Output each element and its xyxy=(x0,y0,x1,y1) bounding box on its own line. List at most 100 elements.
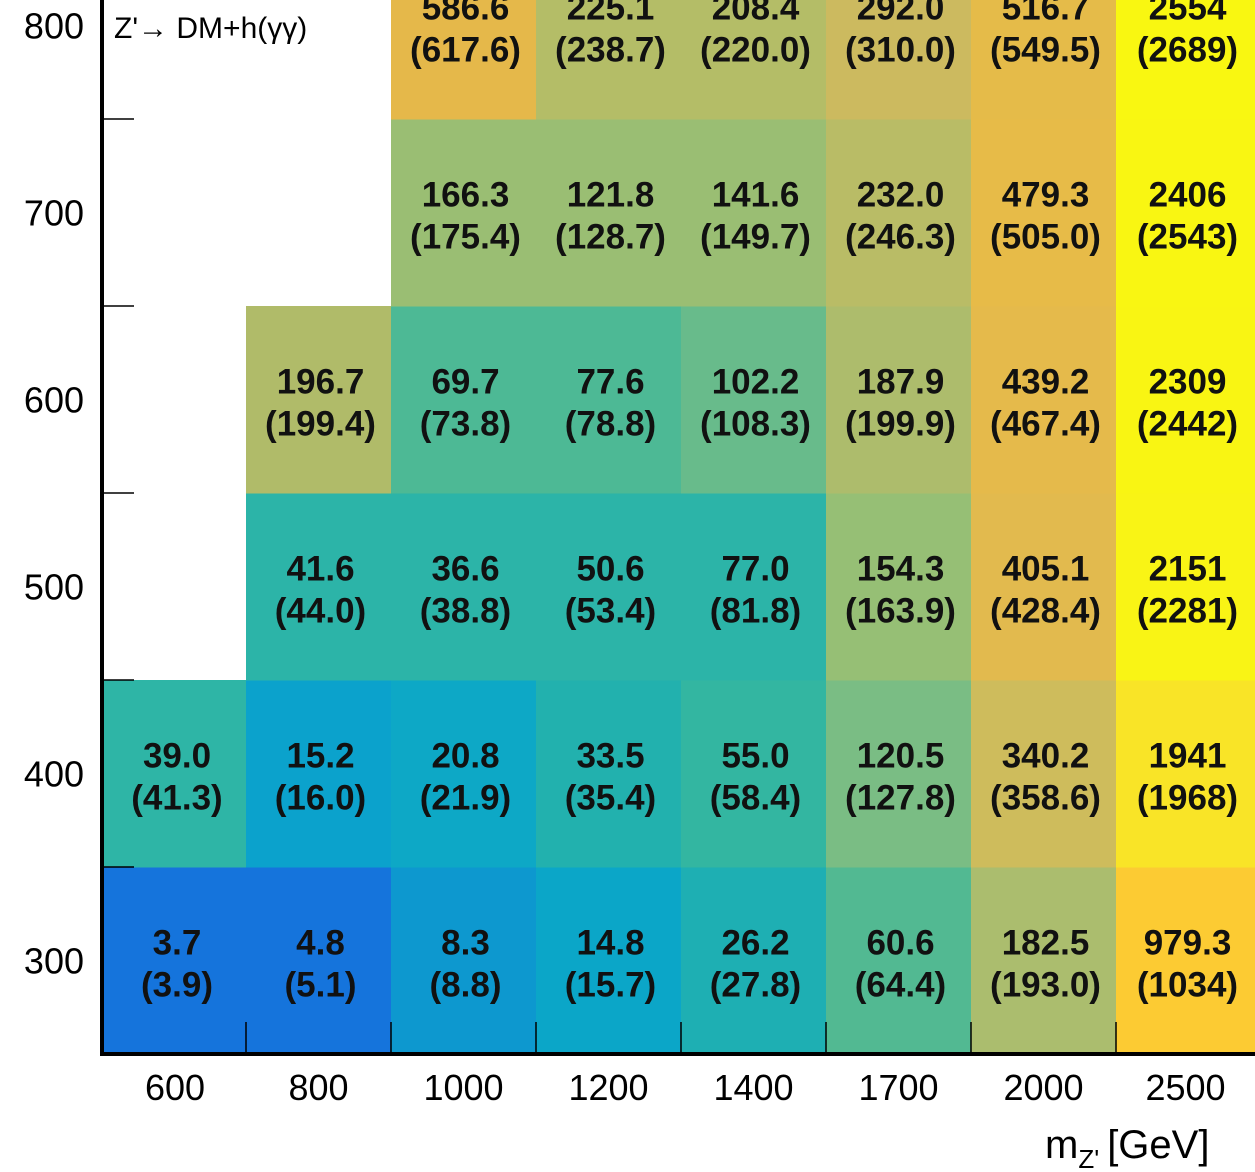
cell-value-label: 39.0 xyxy=(143,737,211,776)
cell-expected-label: (64.4) xyxy=(855,966,946,1005)
heatmap-cell xyxy=(971,493,1117,681)
heatmap-cell xyxy=(1116,493,1255,681)
cell-expected-label: (8.8) xyxy=(430,966,502,1005)
heatmap-cell xyxy=(826,119,972,307)
heatmap-cell xyxy=(681,0,827,120)
y-tick-label: 300 xyxy=(24,941,84,982)
cell-value-label: 182.5 xyxy=(1002,924,1090,963)
x-tick-label: 1700 xyxy=(858,1067,938,1108)
cell-value-label: 1941 xyxy=(1149,737,1227,776)
cell-value-label: 26.2 xyxy=(721,924,789,963)
cell-value-label: 50.6 xyxy=(576,550,644,589)
heatmap-cell xyxy=(971,306,1117,494)
cell-value-label: 292.0 xyxy=(857,0,945,28)
cell-expected-label: (38.8) xyxy=(420,592,511,631)
cell-value-label: 55.0 xyxy=(721,737,789,776)
cell-expected-label: (21.9) xyxy=(420,779,511,818)
cell-value-label: 187.9 xyxy=(857,363,945,402)
cell-expected-label: (53.4) xyxy=(565,592,656,631)
cell-expected-label: (549.5) xyxy=(990,31,1101,70)
cell-value-label: 141.6 xyxy=(712,176,800,215)
cell-expected-label: (2281) xyxy=(1137,592,1238,631)
cell-expected-label: (15.7) xyxy=(565,966,656,1005)
heatmap-cell xyxy=(536,0,682,120)
heatmap-cell xyxy=(246,680,392,868)
x-axis-title-sub: Z' xyxy=(1078,1144,1099,1172)
cell-expected-label: (199.9) xyxy=(845,405,956,444)
x-tick-label: 2500 xyxy=(1145,1067,1225,1108)
cell-expected-label: (108.3) xyxy=(700,405,811,444)
cell-expected-label: (3.9) xyxy=(141,966,213,1005)
cell-expected-label: (220.0) xyxy=(700,31,811,70)
cell-value-label: 14.8 xyxy=(576,924,644,963)
cell-expected-label: (238.7) xyxy=(555,31,666,70)
cell-value-label: 102.2 xyxy=(712,363,800,402)
cell-value-label: 60.6 xyxy=(866,924,934,963)
cell-value-label: 69.7 xyxy=(431,363,499,402)
heatmap-cell xyxy=(391,0,537,120)
heatmap-cell xyxy=(391,680,537,868)
heatmap-cell xyxy=(1116,119,1255,307)
x-tick-label: 600 xyxy=(145,1067,205,1108)
cell-expected-label: (78.8) xyxy=(565,405,656,444)
heatmap-cell xyxy=(1116,306,1255,494)
ticks-layer: 600 800 1000 1200 1400 1700 2000 2500 300 400 500 6… xyxy=(24,6,1226,1109)
heatmap-cell xyxy=(536,867,682,1055)
heatmap-cell xyxy=(826,493,972,681)
heatmap-cell xyxy=(971,680,1117,868)
cell-value-label: 41.6 xyxy=(286,550,354,589)
cell-expected-label: (128.7) xyxy=(555,218,666,257)
cell-expected-label: (41.3) xyxy=(131,779,222,818)
cell-value-label: 166.3 xyxy=(422,176,510,215)
heatmap-cell xyxy=(681,306,827,494)
cell-value-label: 340.2 xyxy=(1002,737,1090,776)
cell-value-label: 8.3 xyxy=(441,924,490,963)
heatmap-cell xyxy=(246,493,392,681)
cell-value-label: 225.1 xyxy=(567,0,655,28)
heatmap-cell xyxy=(1116,867,1255,1055)
cell-value-label: 479.3 xyxy=(1002,176,1090,215)
heatmap-cell xyxy=(1116,0,1255,120)
cell-expected-label: (2442) xyxy=(1137,405,1238,444)
cell-value-label: 232.0 xyxy=(857,176,945,215)
heatmap-cell xyxy=(681,119,827,307)
cell-expected-label: (1034) xyxy=(1137,966,1238,1005)
y-tick-label: 500 xyxy=(24,567,84,608)
heatmap-cell xyxy=(681,680,827,868)
y-tick-label: 400 xyxy=(24,754,84,795)
cell-expected-label: (2543) xyxy=(1137,218,1238,257)
heatmap-cell xyxy=(104,680,247,868)
cell-expected-label: (16.0) xyxy=(275,779,366,818)
cell-value-label: 33.5 xyxy=(576,737,644,776)
cell-expected-label: (1968) xyxy=(1137,779,1238,818)
cell-value-label: 979.3 xyxy=(1144,924,1232,963)
y-tick-label: 800 xyxy=(24,6,84,47)
heatmap-cell xyxy=(391,867,537,1055)
heatmap-cell xyxy=(826,680,972,868)
cell-expected-label: (2689) xyxy=(1137,31,1238,70)
cell-value-label: 2554 xyxy=(1149,0,1227,28)
cell-expected-label: (193.0) xyxy=(990,966,1101,1005)
cell-value-label: 154.3 xyxy=(857,550,945,589)
cell-expected-label: (175.4) xyxy=(410,218,521,257)
cell-expected-label: (127.8) xyxy=(845,779,956,818)
heatmap-cell xyxy=(536,119,682,307)
heatmap-cell xyxy=(971,867,1117,1055)
x-tick-label: 800 xyxy=(288,1067,348,1108)
x-axis-title-unit: [GeV] xyxy=(1107,1123,1209,1167)
cell-expected-label: (163.9) xyxy=(845,592,956,631)
cells-layer xyxy=(104,0,1255,1055)
cell-value-label: 121.8 xyxy=(567,176,655,215)
cell-value-label: 77.0 xyxy=(721,550,789,589)
heatmap-cell xyxy=(391,119,537,307)
axes-layer xyxy=(100,0,1255,1056)
cell-expected-label: (358.6) xyxy=(990,779,1101,818)
heatmap-cell xyxy=(536,306,682,494)
cell-expected-label: (58.4) xyxy=(710,779,801,818)
x-tick-label: 1000 xyxy=(423,1067,503,1108)
cell-value-label: 20.8 xyxy=(431,737,499,776)
cell-value-label: 196.7 xyxy=(277,363,365,402)
heatmap-cell xyxy=(1116,680,1255,868)
heatmap-cell xyxy=(104,867,247,1055)
